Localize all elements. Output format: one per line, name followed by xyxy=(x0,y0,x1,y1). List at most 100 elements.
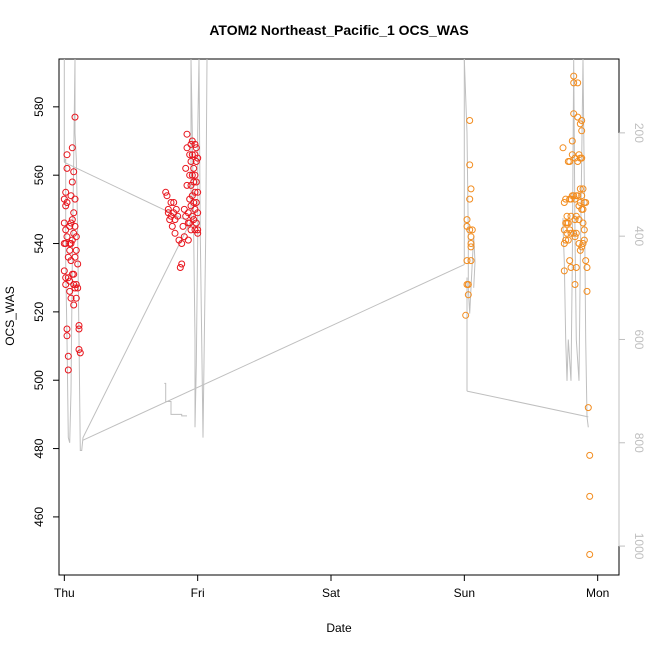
data-point xyxy=(467,185,475,193)
data-point xyxy=(562,195,570,203)
data-point xyxy=(576,199,584,206)
data-point xyxy=(63,325,71,333)
secondary-series-segment xyxy=(463,58,476,314)
data-point xyxy=(560,199,568,206)
data-point xyxy=(68,236,76,244)
data-point xyxy=(170,199,178,206)
data-point xyxy=(75,325,83,333)
data-point xyxy=(183,130,191,138)
y-tick-label: 480 xyxy=(32,438,46,458)
data-point xyxy=(72,294,80,302)
data-point xyxy=(187,158,195,165)
data-point xyxy=(466,161,474,169)
data-point xyxy=(72,281,80,288)
secondary-series-segment xyxy=(164,382,187,417)
x-axis-label: Date xyxy=(326,621,352,635)
data-point xyxy=(68,144,76,152)
data-point xyxy=(560,267,568,275)
x-axis: Thu Fri Sat Sun Mon xyxy=(54,574,609,600)
data-point xyxy=(171,229,179,237)
data-point xyxy=(71,195,79,203)
data-point xyxy=(192,144,200,152)
x-tick-label: Sun xyxy=(454,586,475,600)
data-point xyxy=(194,209,202,217)
data-point xyxy=(62,202,70,210)
data-point xyxy=(466,195,474,203)
chart-title: ATOM2 Northeast_Pacific_1 OCS_WAS xyxy=(209,22,468,38)
data-point xyxy=(62,226,70,234)
secondary-series-segment xyxy=(466,390,589,418)
data-point xyxy=(67,219,75,227)
data-point xyxy=(60,219,68,227)
data-point xyxy=(582,257,590,265)
data-point xyxy=(578,192,586,200)
data-point xyxy=(576,185,584,193)
data-point xyxy=(180,205,188,213)
data-point xyxy=(576,120,584,128)
data-point xyxy=(63,151,71,159)
data-point xyxy=(468,226,476,234)
data-point xyxy=(74,260,82,268)
data-point xyxy=(63,233,71,241)
data-point xyxy=(190,178,198,186)
data-point xyxy=(571,216,579,224)
data-point xyxy=(192,178,200,186)
data-point xyxy=(571,233,579,241)
data-point xyxy=(563,212,571,220)
data-point xyxy=(176,264,184,271)
data-point xyxy=(586,551,594,558)
data-point xyxy=(566,158,574,165)
data-point xyxy=(467,243,475,251)
data-point xyxy=(167,199,175,206)
data-point xyxy=(579,205,587,213)
data-point xyxy=(574,79,582,87)
data-point xyxy=(567,212,575,220)
y2-tick-label: 600 xyxy=(632,329,646,349)
data-point xyxy=(64,352,72,360)
data-point xyxy=(566,257,574,265)
data-point xyxy=(188,151,196,159)
data-point xyxy=(71,253,79,261)
data-point xyxy=(62,240,70,247)
data-point xyxy=(172,205,180,213)
data-point xyxy=(192,219,200,227)
data-point xyxy=(190,164,198,172)
y2-tick-label: 200 xyxy=(632,123,646,143)
data-point xyxy=(68,216,76,224)
data-point xyxy=(560,240,568,247)
data-point xyxy=(63,164,71,172)
data-point xyxy=(183,181,191,189)
data-point xyxy=(464,281,472,288)
y-tick-label: 540 xyxy=(32,233,46,253)
data-point xyxy=(183,144,191,152)
y-axis-label: OCS_WAS xyxy=(3,286,17,346)
data-point xyxy=(184,236,192,244)
data-point xyxy=(571,281,579,288)
data-point xyxy=(75,346,83,353)
data-point xyxy=(467,233,475,241)
data-point xyxy=(164,205,172,213)
points-layer xyxy=(60,72,594,558)
data-point xyxy=(74,284,82,292)
data-point xyxy=(567,229,575,237)
data-point xyxy=(64,366,72,374)
data-point xyxy=(570,72,578,80)
data-point xyxy=(583,264,591,271)
data-point xyxy=(67,294,75,302)
data-point xyxy=(466,226,474,234)
data-point xyxy=(579,240,587,247)
data-point xyxy=(72,246,80,254)
data-point xyxy=(583,287,591,295)
data-point xyxy=(186,151,194,159)
data-point xyxy=(191,171,199,179)
data-point xyxy=(578,154,586,162)
data-point xyxy=(178,240,186,247)
data-point xyxy=(578,243,586,251)
data-point xyxy=(188,212,196,220)
data-point xyxy=(192,158,200,165)
secondary-line-layer xyxy=(63,58,589,451)
data-point xyxy=(162,188,170,196)
data-point xyxy=(194,154,202,162)
data-point xyxy=(166,216,174,224)
data-point xyxy=(586,451,594,459)
